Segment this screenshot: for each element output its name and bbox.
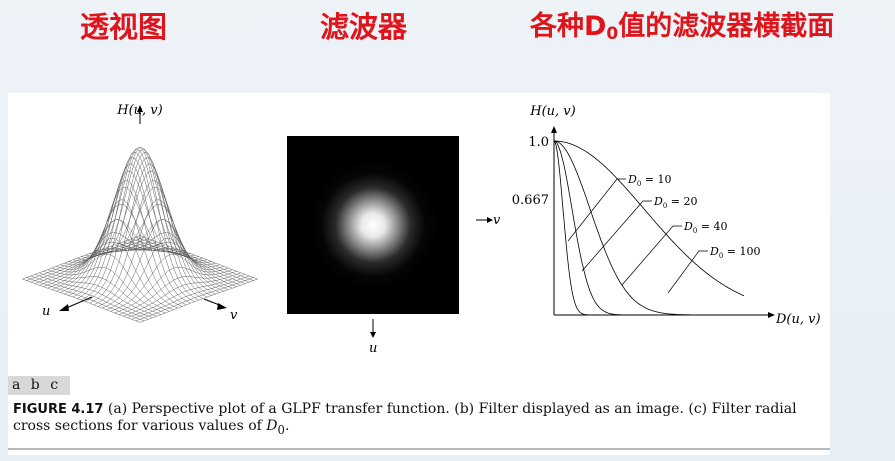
filter-u-axis-arrow xyxy=(370,332,376,338)
u-axis-line xyxy=(63,296,93,310)
filter-image-glow xyxy=(308,160,438,290)
caption-rule xyxy=(8,448,830,450)
wire-line xyxy=(139,235,258,280)
c-y-axis-arrow xyxy=(551,126,557,133)
wire-line xyxy=(89,157,208,298)
wire-line xyxy=(135,236,254,281)
c-h-label: H(u, v) xyxy=(529,104,575,119)
wire-line xyxy=(60,219,178,309)
wire-line xyxy=(30,275,149,320)
curve-label: D0 = 100 xyxy=(709,245,761,260)
figure-panel: H(u, v) u v v xyxy=(8,93,830,455)
wire-line xyxy=(64,199,183,307)
heading-filter: 滤波器 xyxy=(320,10,408,44)
wire-line xyxy=(34,274,153,318)
filter-v-label: v xyxy=(493,213,501,228)
curve-callout-line xyxy=(581,200,652,272)
gaussian-wireframe xyxy=(22,146,258,323)
wire-line xyxy=(102,219,220,309)
wire-line xyxy=(39,272,157,317)
wire-line xyxy=(139,278,258,323)
wire-line xyxy=(85,151,204,302)
wire-line xyxy=(85,148,204,299)
wire-line xyxy=(118,243,237,287)
wire-line xyxy=(55,237,174,311)
u-axis-arrow xyxy=(59,304,69,311)
c-curve-labels: D0 = 10 D0 = 20 D0 = 40 D0 = 100 xyxy=(567,173,761,294)
wire-line xyxy=(81,146,199,301)
cross-section-curve xyxy=(553,140,744,316)
heading-cross-suffix: 值的滤波器横截面 xyxy=(618,11,835,42)
wire-line xyxy=(123,241,241,286)
caption-figure-label: FIGURE 4.17 xyxy=(13,402,104,417)
curve-callout-line xyxy=(667,250,708,294)
cross-section-plot: H(u, v) D(u, v) 1.0 0.667 D0 = 10 D0 = 20… xyxy=(512,104,821,327)
perspective-plot: H(u, v) u v xyxy=(22,103,258,323)
curve-label: D0 = 10 xyxy=(627,173,672,188)
curve-callout-line xyxy=(567,178,626,242)
perspective-u-label: u xyxy=(42,304,50,319)
curve-callout-line xyxy=(621,225,682,286)
v-axis-arrow xyxy=(217,303,227,310)
caption-d0-symbol: D xyxy=(266,418,278,434)
wire-line xyxy=(93,170,212,296)
caption-end: . xyxy=(284,418,290,434)
wire-line xyxy=(76,151,195,302)
figure-svg: H(u, v) u v v xyxy=(22,103,821,356)
wire-line xyxy=(51,253,170,312)
wire-line xyxy=(102,203,220,293)
filter-v-axis-arrow xyxy=(487,217,493,223)
heading-perspective: 透视图 xyxy=(80,10,168,44)
caption-d0-sub: 0 xyxy=(277,422,285,437)
c-curves xyxy=(553,140,745,316)
curve-label: D0 = 20 xyxy=(653,195,698,210)
wire-line xyxy=(22,235,141,280)
cross-section-curve xyxy=(554,140,745,297)
filter-image: v u xyxy=(287,136,501,356)
caption-text: (a) Perspective plot of a GLPF transfer … xyxy=(13,401,797,434)
filter-u-label: u xyxy=(369,341,377,356)
heading-cross-prefix: 各种D xyxy=(530,11,607,42)
wire-line xyxy=(72,163,191,304)
wire-line xyxy=(110,232,229,290)
curve-label: D0 = 40 xyxy=(683,220,728,235)
wire-line xyxy=(127,274,246,318)
heading-cross-sections: 各种D0值的滤波器横截面 xyxy=(530,4,834,44)
wire-line xyxy=(43,270,162,315)
wire-line xyxy=(26,277,145,322)
c-tick-top: 1.0 xyxy=(528,135,549,150)
c-x-axis-arrow xyxy=(768,312,775,318)
figure-caption: FIGURE 4.17 (a) Perspective plot of a GL… xyxy=(13,401,828,439)
panel-tags: a b c xyxy=(8,376,70,395)
wire-line xyxy=(127,239,246,284)
perspective-v-label: v xyxy=(230,308,238,323)
perspective-h-label: H(u, v) xyxy=(116,103,162,118)
wire-line xyxy=(97,186,216,295)
wire-line xyxy=(47,266,166,314)
c-d-label: D(u, v) xyxy=(775,312,821,327)
wire-line xyxy=(22,278,141,323)
wire-line xyxy=(26,236,145,281)
c-tick-mid: 0.667 xyxy=(512,193,549,208)
h-axis-arrow xyxy=(137,105,143,112)
heading-cross-sub: 0 xyxy=(606,24,619,44)
